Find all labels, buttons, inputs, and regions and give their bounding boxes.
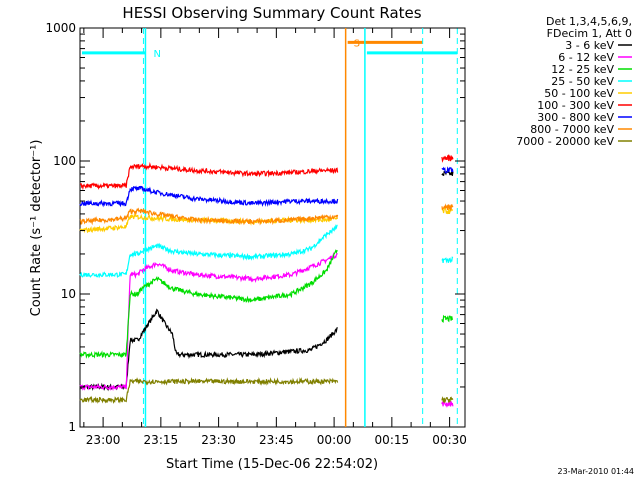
series-line-segment [441, 166, 454, 174]
footer-timestamp: 23-Mar-2010 01:44 [557, 467, 635, 476]
legend-header: FDecim 1, Att 0 [547, 27, 632, 40]
x-tick-label: 23:30 [201, 433, 236, 447]
series-layer [79, 154, 454, 408]
y-tick-label: 1000 [45, 21, 76, 35]
series-line-segment [441, 256, 454, 264]
legend-entry: 50 - 100 keV [544, 87, 614, 100]
y-tick-label: 100 [53, 154, 76, 168]
y-tick-label: 1 [68, 420, 76, 434]
chart-title: HESSI Observing Summary Count Rates [122, 4, 421, 22]
series-line-segment [441, 206, 453, 215]
axes-layer: 1 10 100 1000 23:00 23:15 23:30 23:45 00:00 00:15… [45, 21, 466, 447]
series-line-segment [441, 203, 454, 212]
y-tick-label: 10 [61, 287, 76, 301]
series-line [79, 185, 339, 208]
legend-entry: 3 - 6 keV [565, 39, 614, 52]
legend-entry: 100 - 300 keV [537, 99, 614, 112]
series-line-segment [441, 396, 454, 403]
legend: Det 1,3,4,5,6,9,FDecim 1, Att 03 - 6 keV… [516, 15, 632, 148]
series-line [79, 224, 338, 279]
series-line-segment [441, 154, 454, 163]
legend-entry: 12 - 25 keV [551, 63, 614, 76]
series-line-segment [441, 314, 454, 323]
x-tick-label: 00:15 [375, 433, 410, 447]
series-line [79, 161, 339, 191]
x-tick-label: 00:30 [432, 433, 467, 447]
annotation-label: N [153, 49, 160, 60]
annotation-label: S [354, 38, 360, 49]
x-tick-label: 23:00 [86, 433, 121, 447]
y-axis-label: Count Rate (s⁻¹ detector⁻¹) [29, 140, 44, 317]
series-line [79, 207, 339, 226]
legend-header: Det 1,3,4,5,6,9, [546, 15, 632, 28]
x-tick-label: 23:15 [144, 433, 179, 447]
legend-entry: 300 - 800 keV [537, 111, 614, 124]
series-line [79, 251, 338, 392]
series-line [79, 213, 339, 234]
annotation-layer: NS [82, 28, 458, 427]
x-axis-label: Start Time (15-Dec-06 22:54:02) [166, 457, 378, 472]
plot-frame [79, 27, 466, 428]
legend-entry: 7000 - 20000 keV [516, 135, 614, 148]
legend-entry: 25 - 50 keV [551, 75, 614, 88]
x-tick-label: 23:45 [259, 433, 294, 447]
x-tick-label: 00:00 [317, 433, 352, 447]
series-line [79, 376, 339, 404]
legend-entry: 6 - 12 keV [558, 51, 614, 64]
legend-entry: 800 - 7000 keV [530, 123, 614, 136]
series-line [79, 308, 338, 392]
series-line [79, 249, 338, 359]
